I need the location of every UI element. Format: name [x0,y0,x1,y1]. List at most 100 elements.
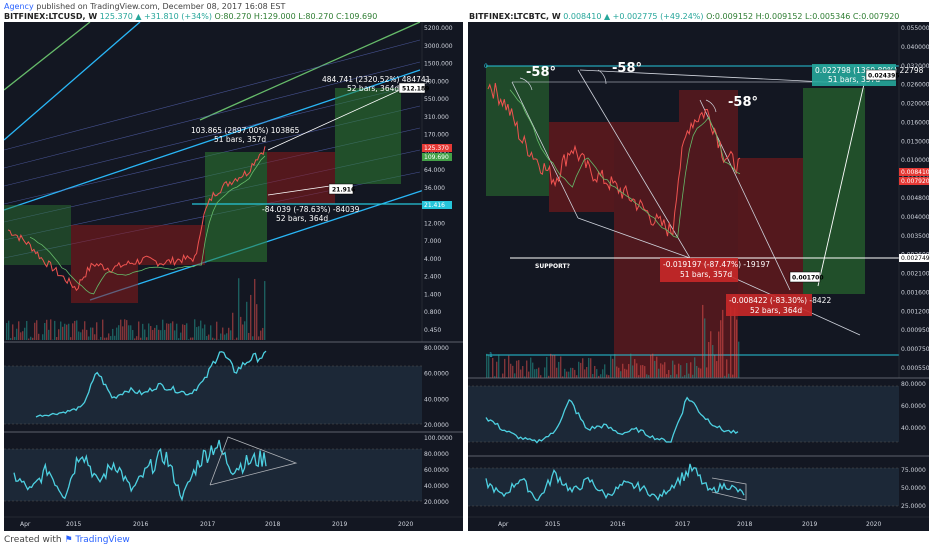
volume-bar [562,376,564,378]
right-box-green-2 [803,88,865,294]
tradingview-logo-icon[interactable]: ⚑ [64,535,73,545]
volume-bar [584,369,586,378]
volume-bar [194,319,196,340]
right-box-red-4 [738,158,803,294]
volume-bar [496,361,498,378]
volume-bar [264,281,266,340]
volume-bar [540,375,542,378]
volume-bar [28,338,30,340]
created-with: Created with [4,535,62,545]
volume-bar [182,324,184,340]
volume-bar [8,320,10,340]
right-ann-1-sub: 51 bars, 357d [828,75,880,84]
y-tick-label: 64.000 [424,167,445,174]
volume-bar [694,357,696,378]
volume-bar [502,373,504,378]
volume-bar [204,324,206,340]
right-symbol[interactable]: BITFINEX:LTCBTC, W [469,12,561,21]
price-label-bg [899,177,929,185]
price-label-bg [422,153,452,161]
volume-bar [728,373,730,378]
volume-bar [492,357,494,378]
volume-bar [712,345,714,378]
volume-bar [258,336,260,340]
volume-bar [720,320,722,378]
volume-bar [552,355,554,378]
volume-bar [244,321,246,340]
y-tick-label: 0.001200 [901,308,930,315]
y-tick-label: 7.000 [424,238,441,245]
volume-bar [190,337,192,340]
volume-bar [70,337,72,340]
y-tick-label: 0.013000 [901,138,930,145]
volume-bar [524,376,526,378]
left-symbol[interactable]: BITFINEX:LTCUSD, W [4,12,98,21]
volume-bar [648,375,650,378]
right-ann-2: -0.019197 (-87.47%) -19197 [663,260,770,269]
volume-bar [668,369,670,378]
volume-bar [114,335,116,340]
tradingview-link[interactable]: TradingView [75,535,130,545]
x-tick-label: 2020 [398,521,413,528]
volume-bar [38,333,40,340]
y-tick-label: 0.450 [424,327,441,334]
author-link[interactable]: Agency [4,2,34,11]
right-price-pane[interactable] [486,65,899,378]
volume-bar [730,306,732,378]
volume-bar [576,375,578,378]
volume-bar [198,326,200,340]
volume-bar [630,353,632,378]
right-callout-1 [865,69,897,81]
volume-bar [246,301,248,340]
y-tick-label: 0.016000 [901,119,930,126]
x-tick-label: 2019 [332,521,347,528]
left-ohlc: O:80.270 H:129.000 L:80.270 C:109.690 [214,12,378,21]
volume-bar [688,373,690,378]
volume-bar [162,319,164,340]
y-tick-label: 40.0000 [424,483,449,490]
volume-bar [538,367,540,378]
volume-bar [242,324,244,340]
y-tick-label: 20.0000 [424,499,449,506]
volume-bar [112,328,114,340]
fib-label-0: 0 [484,63,488,70]
volume-bar [690,362,692,378]
y-tick-label: 0.020000 [901,101,930,108]
volume-bar [726,359,728,378]
y-tick-label: 80.0000 [424,451,449,458]
volume-bar [100,336,102,340]
volume-bar [622,363,624,378]
volume-bar [150,326,152,340]
volume-bar [92,327,94,340]
y-tick-label: 0.032000 [901,63,930,70]
fib-fan-line [4,39,421,151]
volume-bar [508,355,510,378]
support-label: SUPPORT? [535,263,571,270]
volume-bar [124,319,126,340]
volume-bar [202,328,204,340]
volume-bar [252,336,254,340]
volume-bar [236,337,238,340]
y-tick-label: 60.0000 [901,403,926,410]
y-tick-label: 100.0000 [424,435,453,442]
volume-bar [168,323,170,340]
volume-bar [54,320,56,340]
right-ann-2-bg [660,258,738,282]
left-price-pane[interactable] [4,22,430,340]
volume-bar [702,304,704,378]
volume-bar [604,364,606,378]
volume-bar [646,374,648,378]
volume-bar [254,278,256,340]
volume-bar [14,336,16,340]
volume-bar [596,369,598,378]
volume-bar [220,333,222,340]
right-box-red-1 [549,122,614,212]
volume-bar [682,376,684,378]
right-stoch-line [485,463,745,502]
volume-bar [158,329,160,340]
volume-bar [90,327,92,340]
y-tick-label: 40.0000 [424,396,449,403]
right-symbol-line: BITFINEX:LTCBTC, W 0.008410 ▲ +0.002775 … [469,12,899,21]
volume-bar [130,325,132,340]
volume-bar [96,322,98,340]
